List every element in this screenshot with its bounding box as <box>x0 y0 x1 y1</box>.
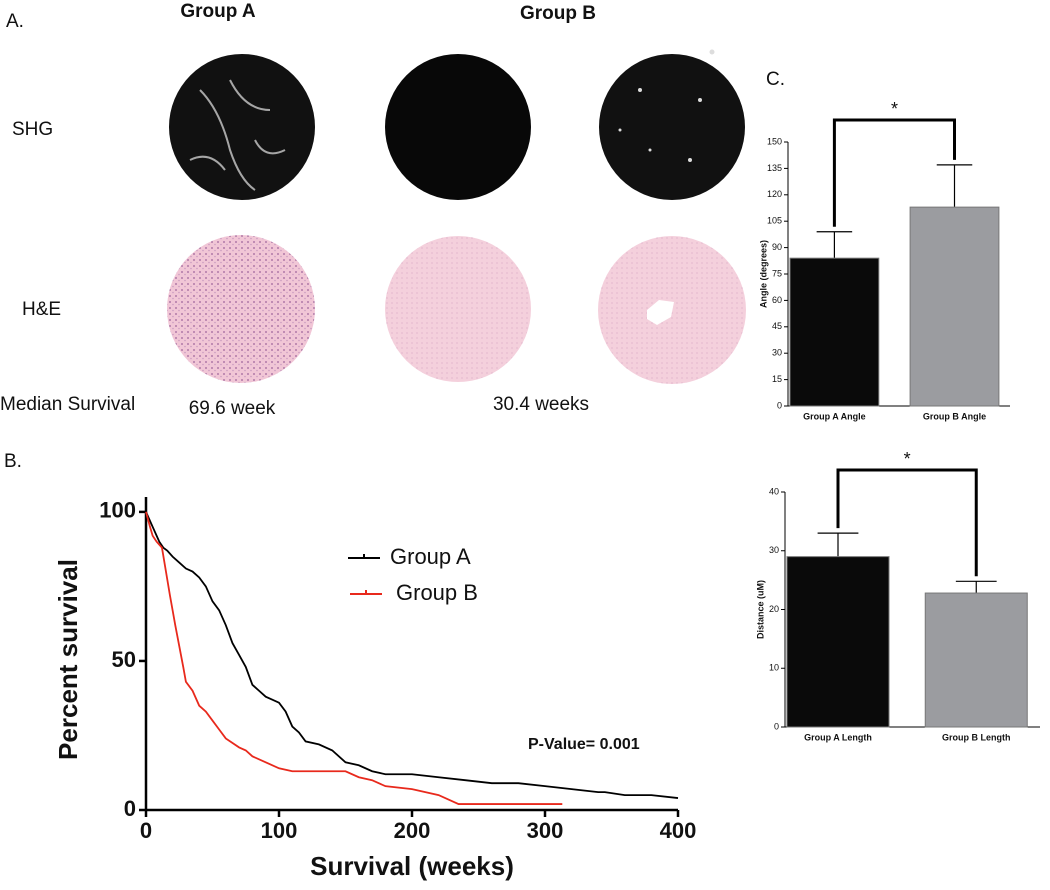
column-header: Group A <box>180 1 256 22</box>
y-tick-label: 0 <box>774 721 779 731</box>
legend-label: Group A <box>390 544 471 569</box>
x-axis-label: Survival (weeks) <box>310 851 514 881</box>
x-tick-label: 100 <box>261 818 298 843</box>
y-tick-label: 30 <box>769 545 779 555</box>
y-tick-label: 75 <box>772 268 782 278</box>
y-tick-label: 120 <box>767 189 782 199</box>
row-label: Median Survival <box>0 394 135 415</box>
shg-images <box>169 49 745 200</box>
y-axis-label: Percent survival <box>53 559 83 760</box>
x-tick-label: Group B Angle <box>923 411 986 421</box>
y-tick-label: 40 <box>769 486 779 496</box>
row-label: SHG <box>12 119 53 140</box>
y-tick-label: 50 <box>112 647 136 672</box>
column-header: Group B <box>520 3 596 24</box>
panel-label: A. <box>6 11 24 32</box>
bar <box>909 206 1000 407</box>
y-axis-label: Distance (uM) <box>755 580 765 639</box>
significance-bracket <box>836 468 978 577</box>
x-tick-label: Group B Length <box>942 732 1011 742</box>
y-tick-label: 10 <box>769 663 779 673</box>
y-tick-label: 135 <box>767 163 782 173</box>
significance-star: * <box>891 99 898 119</box>
median-survival: 30.4 weeks <box>493 394 589 415</box>
bar <box>789 257 880 407</box>
legend-label: Group B <box>396 580 478 605</box>
y-tick-label: 15 <box>772 374 782 384</box>
panel-label: B. <box>4 451 22 472</box>
annotation: P-Value= 0.001 <box>528 736 640 753</box>
x-tick-label: 400 <box>660 818 697 843</box>
y-tick-label: 0 <box>124 796 136 821</box>
y-tick-label: 20 <box>769 604 779 614</box>
he-images <box>167 235 746 384</box>
y-tick-label: 30 <box>772 348 782 358</box>
y-tick-label: 60 <box>772 295 782 305</box>
row-label: H&E <box>22 299 61 320</box>
survival-curve <box>145 511 563 805</box>
survival-curve <box>145 511 679 799</box>
y-tick-label: 45 <box>772 321 782 331</box>
x-tick-label: 200 <box>394 818 431 843</box>
panel-label: C. <box>766 69 785 90</box>
y-tick-label: 150 <box>767 136 782 146</box>
significance-star: * <box>904 449 911 469</box>
y-tick-label: 90 <box>772 242 782 252</box>
y-axis-label: Angle (degrees) <box>758 240 768 308</box>
bar <box>924 592 1028 728</box>
bar <box>786 556 890 728</box>
x-tick-label: 300 <box>527 818 564 843</box>
y-tick-label: 0 <box>777 400 782 410</box>
x-tick-label: Group A Length <box>804 732 872 742</box>
y-tick-label: 100 <box>99 498 136 523</box>
significance-bracket <box>832 118 956 227</box>
x-tick-label: 0 <box>140 818 152 843</box>
y-tick-label: 105 <box>767 216 782 226</box>
x-tick-label: Group A Angle <box>803 411 866 421</box>
median-survival: 69.6 week <box>189 398 276 419</box>
